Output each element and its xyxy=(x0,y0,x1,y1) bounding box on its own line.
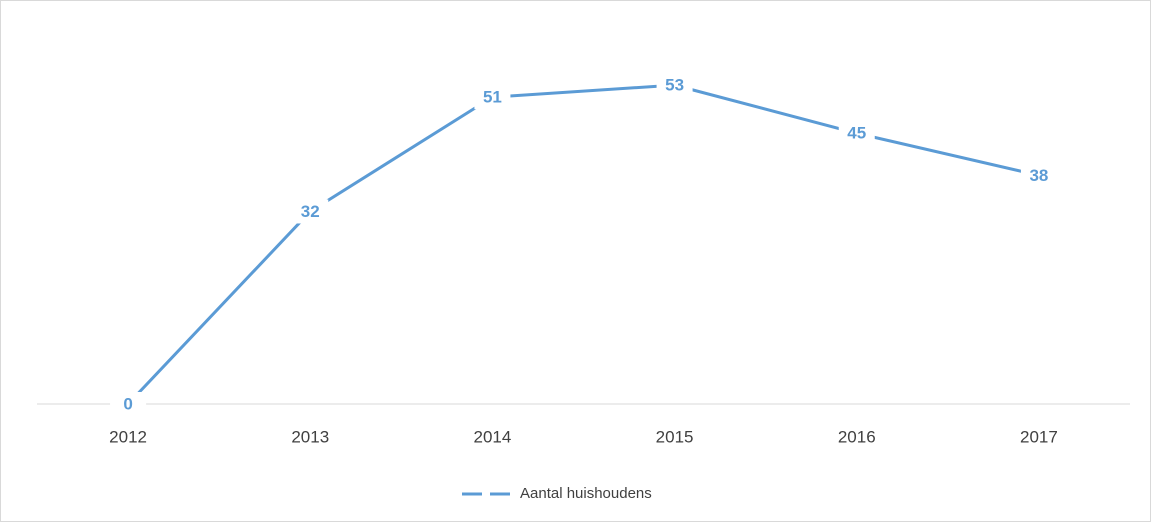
data-label-bg xyxy=(110,392,147,416)
data-label: 51 xyxy=(483,88,502,107)
x-tick-label: 2013 xyxy=(291,427,329,446)
data-label: 32 xyxy=(301,202,320,221)
x-tick-label: 2016 xyxy=(838,427,876,446)
data-label: 53 xyxy=(665,76,684,95)
data-label-bg xyxy=(474,85,511,110)
data-label-bg xyxy=(1020,163,1057,188)
data-label: 45 xyxy=(847,124,866,143)
data-label: 0 xyxy=(123,394,132,413)
x-tick-label: 2015 xyxy=(656,427,694,446)
data-label-bg xyxy=(656,73,693,98)
x-tick-label: 2012 xyxy=(109,427,147,446)
data-label: 38 xyxy=(1029,166,1048,185)
data-label-bg xyxy=(838,121,875,146)
legend-label: Aantal huishoudens xyxy=(520,485,652,502)
series-line xyxy=(126,83,1040,406)
x-tick-label: 2014 xyxy=(474,427,512,446)
data-label-bg xyxy=(292,199,329,224)
x-tick-label: 2017 xyxy=(1020,427,1058,446)
